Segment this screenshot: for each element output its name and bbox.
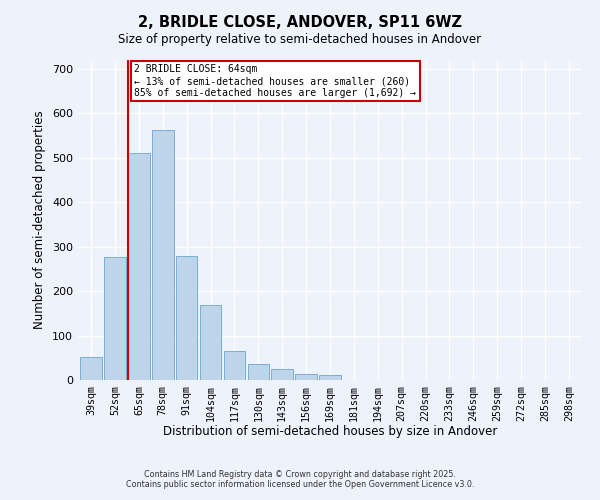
Bar	[200, 305, 221, 380]
Bar	[128, 153, 149, 380]
Bar	[319, 375, 341, 380]
Bar	[104, 257, 126, 380]
Bar	[295, 374, 317, 380]
X-axis label: Distribution of semi-detached houses by size in Andover: Distribution of semi-detached houses by …	[163, 425, 497, 438]
Bar	[271, 369, 293, 380]
Bar	[248, 364, 269, 380]
Y-axis label: Number of semi-detached properties: Number of semi-detached properties	[34, 110, 46, 330]
Bar	[224, 351, 245, 380]
Text: 2, BRIDLE CLOSE, ANDOVER, SP11 6WZ: 2, BRIDLE CLOSE, ANDOVER, SP11 6WZ	[138, 15, 462, 30]
Bar	[80, 357, 102, 380]
Bar	[176, 256, 197, 380]
Bar	[152, 130, 173, 380]
Text: 2 BRIDLE CLOSE: 64sqm
← 13% of semi-detached houses are smaller (260)
85% of sem: 2 BRIDLE CLOSE: 64sqm ← 13% of semi-deta…	[134, 64, 416, 98]
Text: Size of property relative to semi-detached houses in Andover: Size of property relative to semi-detach…	[118, 32, 482, 46]
Text: Contains HM Land Registry data © Crown copyright and database right 2025.
Contai: Contains HM Land Registry data © Crown c…	[126, 470, 474, 489]
